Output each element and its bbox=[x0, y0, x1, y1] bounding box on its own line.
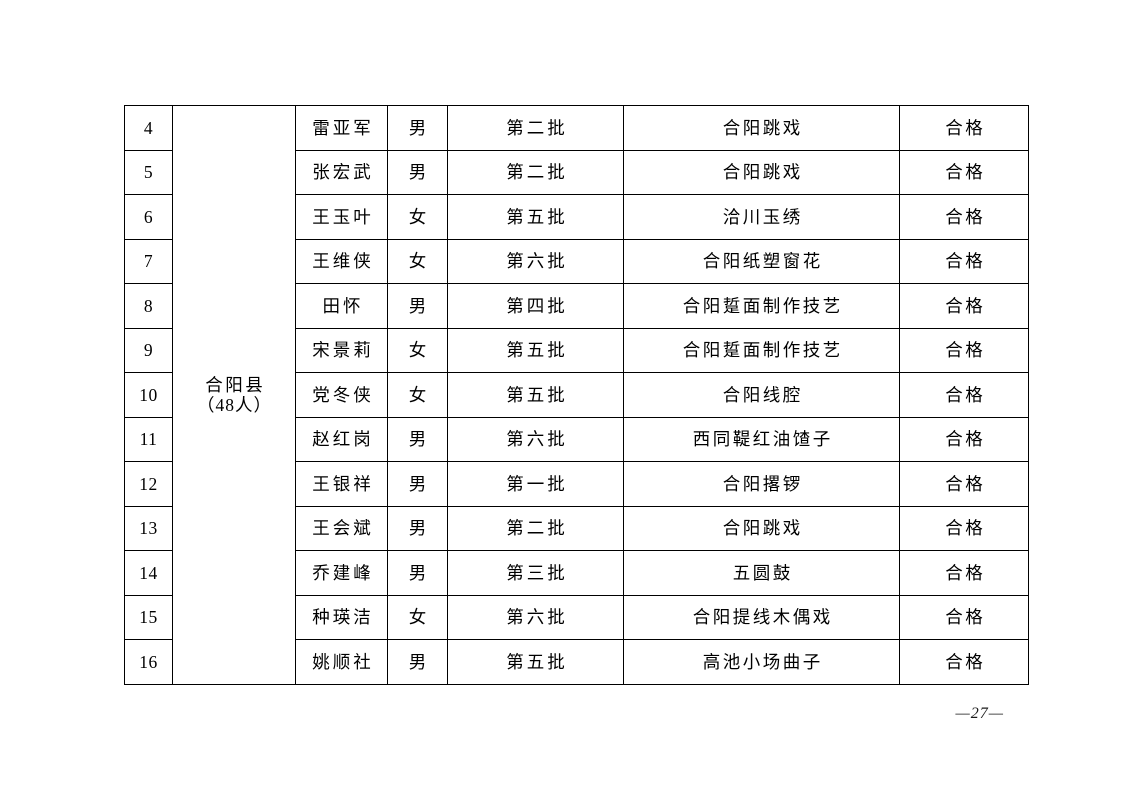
cell-result: 合格 bbox=[899, 283, 1029, 329]
table-row: 16 姚顺社男第五批 高池小场曲子 合格 bbox=[124, 639, 1029, 685]
cell-project: 合阳纸塑窗花 bbox=[623, 238, 900, 284]
cell-result: 合格 bbox=[899, 416, 1029, 462]
cell-gender: 女 bbox=[387, 594, 448, 640]
cell-gender: 女 bbox=[387, 372, 448, 418]
cell-batch: 第一批 bbox=[447, 461, 624, 507]
cell-index: 14 bbox=[124, 550, 173, 596]
cell-index: 8 bbox=[124, 283, 173, 329]
cell-gender: 女 bbox=[387, 238, 448, 284]
cell-gender: 女 bbox=[387, 327, 448, 373]
cell-batch: 第六批 bbox=[447, 594, 624, 640]
cell-gender: 男 bbox=[387, 461, 448, 507]
cell-result: 合格 bbox=[899, 639, 1029, 685]
cell-gender: 男 bbox=[387, 105, 448, 151]
cell-gender: 男 bbox=[387, 639, 448, 685]
cell-gender: 男 bbox=[387, 416, 448, 462]
cell-project: 合阳跳戏 bbox=[623, 505, 900, 551]
cell-result: 合格 bbox=[899, 505, 1029, 551]
cell-batch: 第五批 bbox=[447, 194, 624, 240]
cell-result: 合格 bbox=[899, 461, 1029, 507]
cell-batch: 第五批 bbox=[447, 327, 624, 373]
cell-name: 王会斌 bbox=[295, 505, 388, 551]
cell-name: 王银祥 bbox=[295, 461, 388, 507]
cell-batch: 第二批 bbox=[447, 505, 624, 551]
cell-batch: 第二批 bbox=[447, 149, 624, 195]
cell-name: 张宏武 bbox=[295, 149, 388, 195]
cell-index: 6 bbox=[124, 194, 173, 240]
cell-project: 高池小场曲子 bbox=[623, 639, 900, 685]
cell-batch: 第二批 bbox=[447, 105, 624, 151]
cell-name: 田怀 bbox=[295, 283, 388, 329]
cell-project: 合阳撂锣 bbox=[623, 461, 900, 507]
cell-name: 种瑛洁 bbox=[295, 594, 388, 640]
cell-gender: 男 bbox=[387, 149, 448, 195]
cell-index: 12 bbox=[124, 461, 173, 507]
table-row: 12 王银祥男第一批 合阳撂锣 合格 bbox=[124, 461, 1029, 507]
cell-index: 16 bbox=[124, 639, 173, 685]
cell-index: 10 bbox=[124, 372, 173, 418]
cell-result: 合格 bbox=[899, 105, 1029, 151]
cell-result: 合格 bbox=[899, 372, 1029, 418]
cell-result: 合格 bbox=[899, 594, 1029, 640]
cell-batch: 第三批 bbox=[447, 550, 624, 596]
cell-index: 7 bbox=[124, 238, 173, 284]
cell-gender: 男 bbox=[387, 505, 448, 551]
cell-gender: 女 bbox=[387, 194, 448, 240]
cell-index: 15 bbox=[124, 594, 173, 640]
cell-project: 合阳线腔 bbox=[623, 372, 900, 418]
table-row: 11 赵红岗男第六批 西同鞮红油馇子 合格 bbox=[124, 416, 1029, 462]
cell-project: 合阳踅面制作技艺 bbox=[623, 283, 900, 329]
table-row: 5 张宏武男第二批 合阳跳戏 合格 bbox=[124, 149, 1029, 195]
cell-gender: 男 bbox=[387, 283, 448, 329]
cell-county: 合阳县 （48人） bbox=[172, 105, 296, 685]
cell-result: 合格 bbox=[899, 327, 1029, 373]
cell-batch: 第六批 bbox=[447, 416, 624, 462]
cell-index: 9 bbox=[124, 327, 173, 373]
cell-project: 洽川玉绣 bbox=[623, 194, 900, 240]
cell-name: 王玉叶 bbox=[295, 194, 388, 240]
cell-name: 姚顺社 bbox=[295, 639, 388, 685]
cell-name: 雷亚军 bbox=[295, 105, 388, 151]
cell-batch: 第五批 bbox=[447, 372, 624, 418]
cell-gender: 男 bbox=[387, 550, 448, 596]
cell-result: 合格 bbox=[899, 238, 1029, 284]
cell-index: 5 bbox=[124, 149, 173, 195]
cell-project: 西同鞮红油馇子 bbox=[623, 416, 900, 462]
cell-name: 乔建峰 bbox=[295, 550, 388, 596]
cell-project: 合阳跳戏 bbox=[623, 105, 900, 151]
cell-index: 4 bbox=[124, 105, 173, 151]
table-row: 13 王会斌男第二批 合阳跳戏 合格 bbox=[124, 505, 1029, 551]
table-row: 9 宋景莉女第五批 合阳踅面制作技艺 合格 bbox=[124, 327, 1029, 373]
cell-project: 合阳踅面制作技艺 bbox=[623, 327, 900, 373]
county-count: （48人） bbox=[197, 394, 272, 415]
page-number: —27— bbox=[955, 705, 1004, 722]
cell-index: 13 bbox=[124, 505, 173, 551]
cell-batch: 第五批 bbox=[447, 639, 624, 685]
roster-table-body: 4 合阳县 （48人） 雷亚军男第二批 合阳跳戏 合格 5 张宏武男第二批 合阳跳戏 合格 6 王玉叶… bbox=[124, 105, 1029, 685]
table-row: 4 合阳县 （48人） 雷亚军男第二批 合阳跳戏 合格 bbox=[124, 105, 1029, 685]
county-name: 合阳县 bbox=[205, 374, 266, 395]
table-row: 6 王玉叶女第五批 洽川玉绣 合格 bbox=[124, 194, 1029, 240]
cell-project: 五圆鼓 bbox=[623, 550, 900, 596]
cell-result: 合格 bbox=[899, 194, 1029, 240]
table-row: 15 种瑛洁女第六批 合阳提线木偶戏 合格 bbox=[124, 594, 1029, 640]
cell-project: 合阳跳戏 bbox=[623, 149, 900, 195]
cell-name: 王维侠 bbox=[295, 238, 388, 284]
cell-name: 宋景莉 bbox=[295, 327, 388, 373]
cell-result: 合格 bbox=[899, 550, 1029, 596]
table-row: 8 田怀男第四批 合阳踅面制作技艺 合格 bbox=[124, 283, 1029, 329]
table-row: 7 王维侠女第六批 合阳纸塑窗花 合格 bbox=[124, 238, 1029, 284]
inheritor-roster-table: 4 合阳县 （48人） 雷亚军男第二批 合阳跳戏 合格 5 张宏武男第二批 合阳跳戏 合格 6 王玉叶… bbox=[124, 105, 1029, 685]
cell-batch: 第六批 bbox=[447, 238, 624, 284]
cell-project: 合阳提线木偶戏 bbox=[623, 594, 900, 640]
cell-result: 合格 bbox=[899, 149, 1029, 195]
table-row: 10 党冬侠女第五批 合阳线腔 合格 bbox=[124, 372, 1029, 418]
cell-name: 党冬侠 bbox=[295, 372, 388, 418]
cell-index: 11 bbox=[124, 416, 173, 462]
table-row: 14 乔建峰男第三批 五圆鼓 合格 bbox=[124, 550, 1029, 596]
cell-name: 赵红岗 bbox=[295, 416, 388, 462]
cell-batch: 第四批 bbox=[447, 283, 624, 329]
